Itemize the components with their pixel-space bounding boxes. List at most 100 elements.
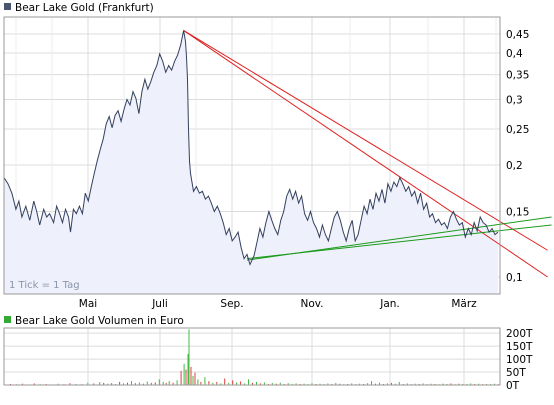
volume-bar [394,383,396,385]
volume-bar [134,383,136,385]
volume-bar [240,381,242,385]
price-x-ticks: Mai Juli Sep. Nov. Jan. März [79,298,477,310]
volume-bar [351,383,353,385]
volume-bar [406,383,408,385]
volume-bar [216,381,218,385]
volume-bar [303,383,305,385]
volume-bar [271,382,273,385]
volume-bar [422,383,424,385]
volume-bar [327,383,329,385]
volume-bar [311,383,313,385]
volume-bar [224,378,226,385]
price-y-tick-label: 0,1 [506,272,523,284]
volume-bar [33,383,35,385]
volume-bar [204,377,206,385]
price-y-ticks: 0,1 0,15 0,2 0,25 0,3 0,35 0,4 0,45 [506,29,529,284]
volume-bar [279,382,281,385]
price-y-tick-label: 0,35 [506,70,529,82]
volume-bar [93,383,95,385]
volume-bar [295,383,297,385]
volume-bar [127,382,128,385]
price-x-tick-label: Jan. [379,298,400,310]
volume-grid [4,328,500,386]
volume-bar [185,369,187,385]
volume-bar [256,381,257,385]
volume-bar [367,383,369,385]
tick-note: 1 Tick = 1 Tag [9,280,80,291]
price-y-tick-label: 0,45 [506,29,529,41]
volume-bar [275,383,277,385]
volume-y-tick-label: 100T [506,354,533,366]
volume-bar [442,383,444,385]
volume-bar [236,382,238,385]
volume-bar [190,366,192,385]
volume-bar [371,381,372,385]
volume-bar [168,381,170,385]
volume-bar [244,383,246,385]
volume-y-tick-label: 0T [506,380,520,392]
volume-bar [450,383,452,385]
volume-bar [131,381,132,385]
trendline-1 [183,30,548,251]
volume-y-tick-label: 50T [506,367,526,379]
volume-bar [180,370,182,386]
price-y-tick-label: 0,4 [506,48,523,60]
volume-bar [21,383,23,385]
volume-bar [123,383,124,385]
price-x-tick-label: Nov. [300,298,323,310]
volume-bar [494,383,495,385]
volume-chart-title: Bear Lake Gold Volumen in Euro [15,315,184,327]
volume-bar [111,383,113,385]
trendlines [183,30,552,278]
volume-bar [99,382,101,385]
price-x-tick-label: Sep. [220,298,243,310]
volume-bar [259,383,261,385]
volume-bar [390,382,392,385]
volume-bar [138,382,140,385]
volume-bar [200,381,202,385]
volume-bar [478,383,480,385]
price-chart-title: Bear Lake Gold (Frankfurt) [15,2,154,14]
price-y-tick-label: 0,3 [506,95,523,107]
volume-bar [154,382,156,385]
volume-bar [197,379,199,385]
volume-bar [414,383,416,385]
volume-bar [176,380,178,385]
volume-bar [107,383,109,385]
price-legend-swatch [4,3,11,10]
volume-bar [228,382,230,385]
volume-bar [103,382,105,385]
volume-bar [335,382,337,385]
volume-bar [165,382,167,385]
volume-bar [187,353,189,385]
volume-bar [212,382,214,385]
trendline-3 [246,224,552,260]
price-area-fill [4,30,498,294]
price-y-tick-label: 0,25 [506,124,529,136]
volume-bar [172,382,174,385]
price-series-line [3,30,499,266]
volume-bar [146,381,148,385]
volume-bar [359,383,361,385]
trendline-0 [183,30,548,278]
volume-bar [287,383,289,385]
volume-bar [69,383,71,385]
volume-bar [232,380,234,385]
price-x-tick-label: Juli [151,298,168,310]
volume-bar [252,382,253,385]
volume-bar [194,372,196,385]
volume-bar [386,383,388,385]
volume-legend-swatch [4,316,11,323]
volume-bar [458,383,460,385]
price-y-tick-label: 0,2 [506,160,523,172]
volume-bar [158,379,160,385]
volume-bar [398,381,400,385]
volume-bar [150,382,152,385]
price-plot-frame [3,16,501,295]
volume-bar [375,383,376,385]
volume-y-tick-label: 200T [506,328,533,340]
volume-bar [339,383,341,385]
volume-bar [119,381,121,385]
